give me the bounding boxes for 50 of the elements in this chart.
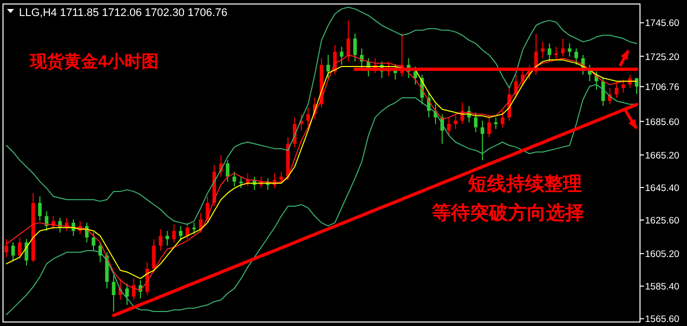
annotation: 等待突破方向选择	[431, 202, 584, 224]
y-tick-label: 1706.76	[645, 82, 680, 94]
annotation: LLG,H4 1711.85 1712.06 1702.30 1706.76	[19, 7, 228, 19]
candlestick	[306, 107, 310, 126]
candlestick	[561, 38, 565, 58]
candlestick	[574, 48, 578, 66]
candlestick	[614, 82, 618, 98]
y-tick-label: 1605.20	[645, 249, 680, 260]
candlestick	[178, 225, 182, 242]
y-tick-label: 1665.20	[645, 150, 680, 162]
y-tick-label: 1725.20	[645, 52, 680, 63]
candlestick	[172, 224, 176, 243]
y-tick-label: 1585.40	[645, 282, 680, 293]
candlestick	[634, 77, 638, 94]
y-tick-label: 1625.60	[645, 216, 680, 227]
candlestick	[112, 274, 116, 312]
candlestick	[4, 238, 8, 258]
y-tick-label: 1565.60	[645, 314, 680, 326]
y-tick-label: 1685.60	[645, 116, 680, 128]
candlestick	[38, 196, 42, 222]
candlestick	[158, 228, 162, 252]
candlestick	[92, 232, 96, 252]
annotation: 短线持续整理	[467, 173, 582, 195]
candlestick	[125, 283, 129, 306]
candlestick	[340, 46, 344, 66]
candlestick	[279, 171, 284, 184]
candlestick	[11, 242, 15, 262]
candlestick	[487, 115, 491, 138]
candlestick	[621, 79, 626, 94]
candlestick	[18, 236, 22, 260]
candlestick	[500, 110, 504, 128]
candlestick	[152, 238, 156, 273]
y-tick-label: 1745.60	[645, 18, 680, 30]
candlestick	[24, 238, 28, 266]
candlestick	[232, 171, 236, 188]
candlestick	[226, 160, 230, 182]
y-tick-label: 1645.40	[645, 183, 680, 194]
candlestick	[474, 112, 478, 133]
candlestick	[192, 222, 196, 235]
candlestick	[346, 20, 350, 62]
candlestick	[353, 33, 357, 62]
candlestick	[447, 116, 451, 136]
text: 现货黄金4小时图	[29, 52, 158, 71]
candlestick	[206, 196, 210, 224]
candlestick	[239, 176, 243, 189]
candlestick	[186, 222, 190, 240]
candlestick	[548, 42, 552, 62]
candlestick	[454, 114, 458, 130]
candlestick	[480, 120, 484, 161]
candlestick	[326, 54, 330, 78]
